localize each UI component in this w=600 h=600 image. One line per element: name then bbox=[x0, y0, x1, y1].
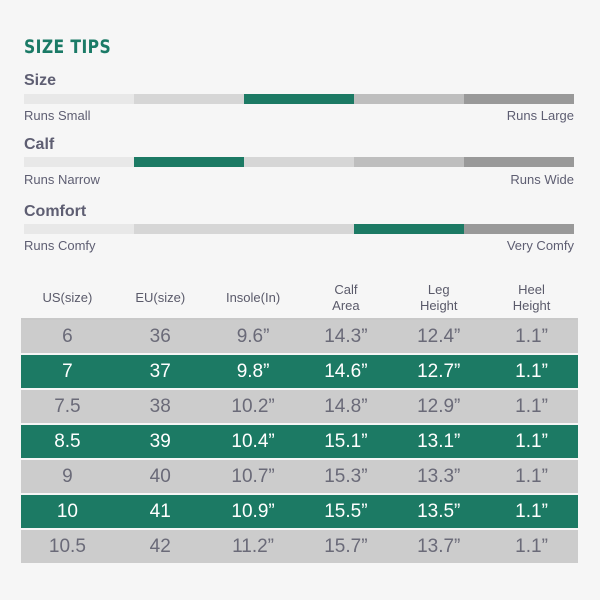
table-cell: 1.1” bbox=[515, 500, 548, 522]
table-row: 7 37 9.8” 14.6” 12.7” 1.1” bbox=[21, 355, 578, 388]
header-us-size: US(size) bbox=[21, 278, 114, 318]
header-leg-height-label: Leg Height bbox=[419, 282, 458, 313]
table-cell: 12.7” bbox=[417, 360, 461, 382]
table-cell: 10.9” bbox=[231, 500, 275, 522]
header-us-size-label: US(size) bbox=[42, 290, 93, 305]
scale-segment-active bbox=[134, 157, 244, 167]
table-cell: 15.7” bbox=[324, 535, 368, 557]
table-cell: 10 bbox=[56, 500, 78, 522]
header-eu-size-label: EU(size) bbox=[135, 290, 186, 305]
comfort-scale-left-label: Runs Comfy bbox=[24, 238, 96, 253]
table-cell: 7 bbox=[62, 360, 73, 382]
table-cell: 9.8” bbox=[236, 360, 270, 382]
comfort-scale-bar bbox=[24, 224, 574, 234]
table-row: 9 40 10.7” 15.3” 13.3” 1.1” bbox=[21, 460, 578, 493]
table-cell: 14.6” bbox=[324, 360, 368, 382]
calf-scale-label: Calf bbox=[24, 136, 55, 153]
table-cell: 41 bbox=[149, 500, 171, 522]
header-insole-label: Insole(In) bbox=[225, 290, 281, 305]
table-cell: 37 bbox=[149, 360, 171, 382]
table-cell: 13.7” bbox=[417, 535, 461, 557]
table-cell: 40 bbox=[149, 465, 171, 487]
table-row: 10.5 42 11.2” 15.7” 13.7” 1.1” bbox=[21, 530, 578, 563]
size-scale-left-label: Runs Small bbox=[24, 108, 91, 123]
scale-segment-active bbox=[244, 94, 354, 104]
table-cell: 1.1” bbox=[515, 395, 548, 417]
calf-scale-left-label: Runs Narrow bbox=[24, 172, 100, 187]
size-scale-right-label: Runs Large bbox=[506, 108, 574, 123]
scale-segment bbox=[464, 224, 574, 234]
table-cell: 10.2” bbox=[231, 395, 275, 417]
table-cell: 12.9” bbox=[417, 395, 461, 417]
header-calf-area-label: Calf Area bbox=[332, 282, 360, 313]
scale-segment bbox=[134, 94, 244, 104]
table-cell: 39 bbox=[149, 430, 171, 452]
scale-segment-active bbox=[354, 224, 464, 234]
table-cell: 9.6” bbox=[236, 325, 270, 347]
scale-segment bbox=[354, 94, 464, 104]
table-cell: 8.5 bbox=[54, 430, 81, 452]
table-cell: 9 bbox=[62, 465, 73, 487]
table-cell: 13.5” bbox=[417, 500, 461, 522]
calf-scale-right-label: Runs Wide bbox=[510, 172, 574, 187]
table-cell: 15.5” bbox=[324, 500, 368, 522]
table-cell: 14.3” bbox=[324, 325, 368, 347]
table-cell: 42 bbox=[149, 535, 171, 557]
size-scale-label: Size bbox=[24, 72, 57, 89]
table-row: 8.5 39 10.4” 15.1” 13.1” 1.1” bbox=[21, 425, 578, 458]
table-cell: 13.3” bbox=[417, 465, 461, 487]
size-scale-bar bbox=[24, 94, 574, 104]
table-cell: 13.1” bbox=[417, 430, 461, 452]
header-heel-height: Heel Height bbox=[485, 278, 578, 318]
scale-segment bbox=[24, 94, 134, 104]
table-cell: 1.1” bbox=[515, 465, 548, 487]
table-row: 6 36 9.6” 14.3” 12.4” 1.1” bbox=[21, 320, 578, 353]
table-header: US(size) EU(size) Insole(In) Calf Area L… bbox=[21, 278, 578, 320]
scale-segment bbox=[24, 157, 134, 167]
table-cell: 15.1” bbox=[324, 430, 368, 452]
header-eu-size: EU(size) bbox=[114, 278, 207, 318]
table-row: 10 41 10.9” 15.5” 13.5” 1.1” bbox=[21, 495, 578, 528]
scale-segment bbox=[134, 224, 244, 234]
table-cell: 1.1” bbox=[515, 430, 548, 452]
table-cell: 12.4” bbox=[417, 325, 461, 347]
table-cell: 10.4” bbox=[231, 430, 275, 452]
size-table: US(size) EU(size) Insole(In) Calf Area L… bbox=[21, 278, 578, 563]
scale-segment bbox=[244, 157, 354, 167]
table-cell: 14.8” bbox=[324, 395, 368, 417]
scale-segment bbox=[354, 157, 464, 167]
table-cell: 1.1” bbox=[515, 535, 548, 557]
header-leg-height: Leg Height bbox=[392, 278, 485, 318]
table-cell: 38 bbox=[149, 395, 171, 417]
header-insole: Insole(In) bbox=[207, 278, 300, 318]
table-cell: 10.7” bbox=[231, 465, 275, 487]
calf-scale-bar bbox=[24, 157, 574, 167]
table-cell: 7.5 bbox=[54, 395, 81, 417]
header-heel-height-label: Heel Height bbox=[512, 282, 551, 313]
table-cell: 1.1” bbox=[515, 360, 548, 382]
table-row: 7.5 38 10.2” 14.8” 12.9” 1.1” bbox=[21, 390, 578, 423]
table-cell: 10.5 bbox=[48, 535, 86, 557]
scale-segment bbox=[464, 157, 574, 167]
page-title: SIZE TIPS bbox=[24, 36, 112, 58]
comfort-scale-label: Comfort bbox=[24, 203, 87, 220]
table-cell: 15.3” bbox=[324, 465, 368, 487]
scale-segment bbox=[24, 224, 134, 234]
comfort-scale-right-label: Very Comfy bbox=[506, 238, 574, 253]
table-body: 6 36 9.6” 14.3” 12.4” 1.1” 7 37 9.8” 14.6” 12.7” 1.… bbox=[21, 320, 578, 563]
table-cell: 11.2” bbox=[232, 535, 275, 557]
scale-segment bbox=[244, 224, 354, 234]
header-calf-area: Calf Area bbox=[299, 278, 392, 318]
table-cell: 1.1” bbox=[515, 325, 548, 347]
table-cell: 6 bbox=[62, 325, 73, 347]
table-cell: 36 bbox=[149, 325, 171, 347]
scale-segment bbox=[464, 94, 574, 104]
